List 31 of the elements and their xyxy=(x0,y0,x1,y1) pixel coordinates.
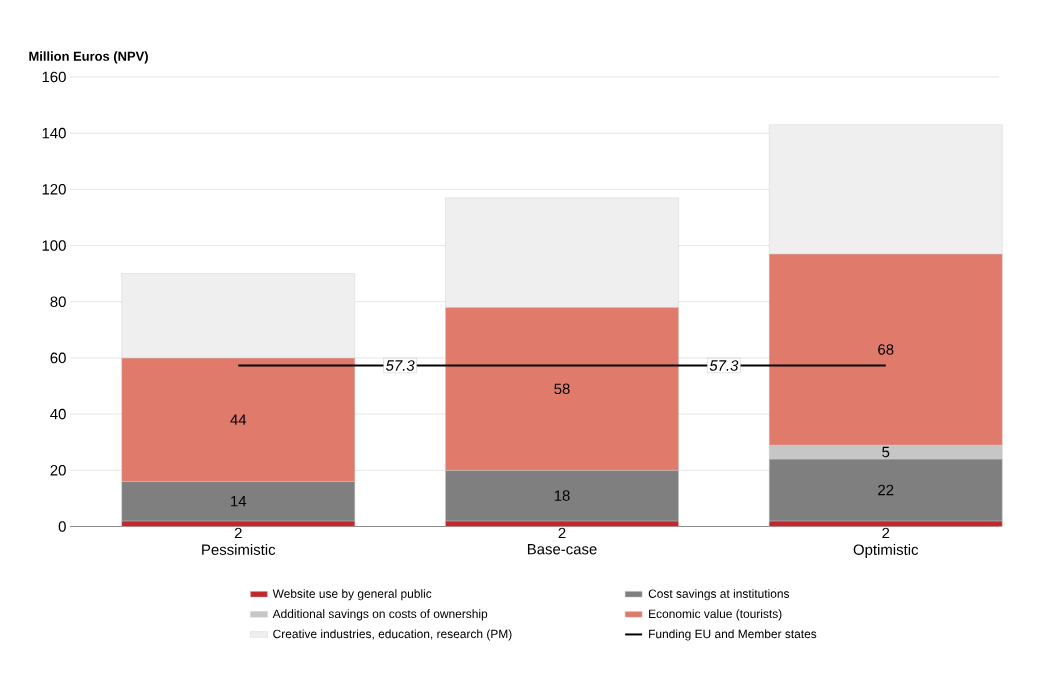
data-label: 2 xyxy=(882,527,890,538)
annotation: 57.3 xyxy=(385,360,415,371)
legend-label: Cost savings at institutions xyxy=(648,588,790,601)
data-label: 2 xyxy=(558,527,566,538)
y-tick-label: 40 xyxy=(50,408,66,420)
y-tick-label: 100 xyxy=(42,240,66,251)
data-label: 44 xyxy=(230,414,247,425)
y-tick-label: 20 xyxy=(50,464,66,476)
y-tick-label: 60 xyxy=(50,352,66,364)
legend-label: Website use by general public xyxy=(272,588,432,601)
annotation: 57.3 xyxy=(709,360,739,371)
x-tick-label: Base-case xyxy=(527,543,597,555)
data-label: 22 xyxy=(878,484,894,496)
legend-label: Additional savings on costs of ownership xyxy=(272,609,488,621)
y-tick-label: 160 xyxy=(42,71,66,83)
data-label: 18 xyxy=(554,490,570,501)
legend-label: Creative industries, education, research (PM) xyxy=(273,629,512,641)
data-label: 14 xyxy=(231,495,247,507)
data-label: 58 xyxy=(554,383,570,394)
y-tick-label: 140 xyxy=(42,127,66,139)
data-label: 5 xyxy=(882,446,890,458)
legend-label: Economic value (tourists) xyxy=(649,609,782,621)
legend-label: Funding EU and Member states xyxy=(649,629,817,641)
y-tick-label: 0 xyxy=(58,521,66,532)
x-tick-label: Optimistic xyxy=(853,543,919,558)
y-tick-label: 80 xyxy=(50,296,66,307)
x-tick-label: Pessimistic xyxy=(202,543,276,555)
data-label: 2 xyxy=(234,527,242,538)
data-label: 68 xyxy=(878,344,894,355)
y-axis-title: Million Euros (NPV) xyxy=(29,51,148,64)
y-tick-label: 120 xyxy=(42,183,66,195)
